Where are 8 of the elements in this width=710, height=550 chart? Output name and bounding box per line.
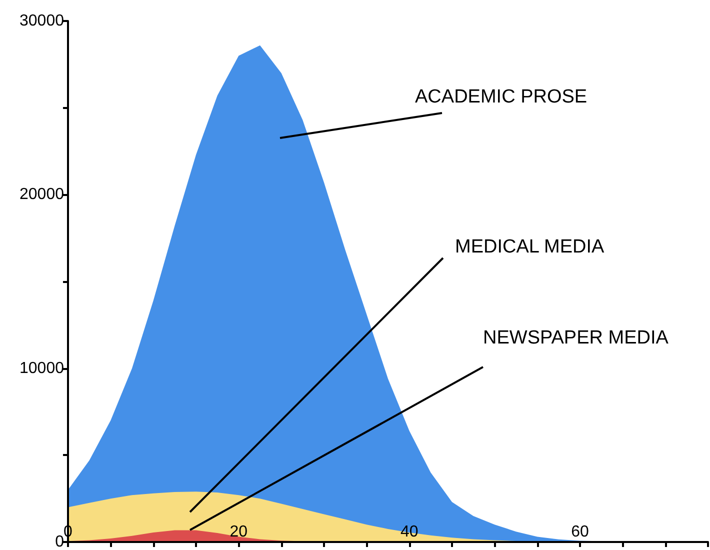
annotation: ACADEMIC PROSE — [415, 86, 588, 108]
x-tick-label: 20 — [230, 524, 248, 540]
annotation: MEDICAL MEDIA — [455, 236, 605, 258]
x-tick-label: 60 — [571, 524, 589, 540]
annotation: NEWSPAPER MEDIA — [483, 328, 669, 348]
y-tick-label: 10000 — [20, 360, 64, 377]
y-tick-label: 20000 — [20, 186, 64, 204]
y-tick-label: 30000 — [20, 12, 64, 30]
